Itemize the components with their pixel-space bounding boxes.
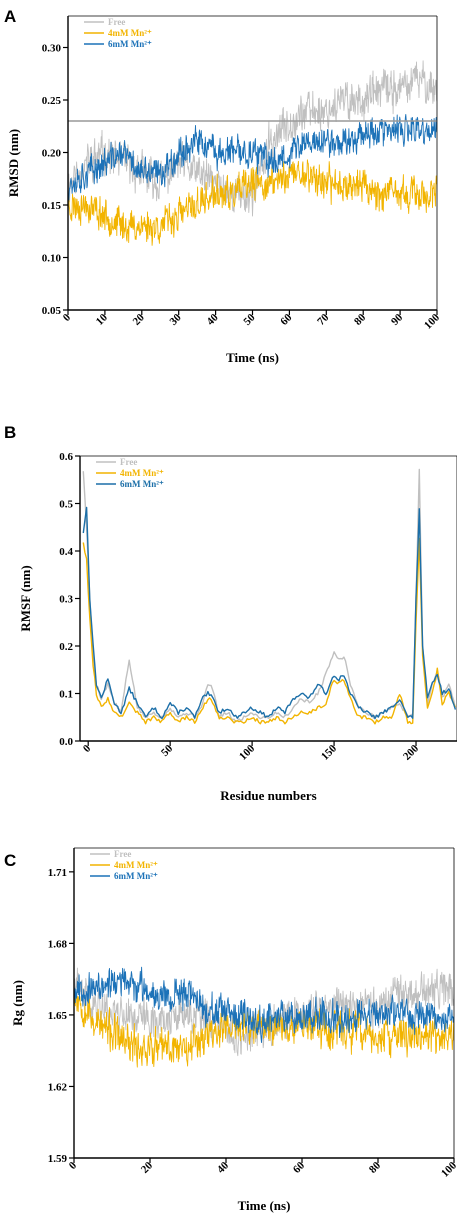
y-tick-label: 0.25 [42, 95, 62, 107]
y-tick-label: 0.4 [59, 546, 73, 558]
x-tick-label: 30 [168, 311, 185, 328]
legend-label: Free [120, 457, 137, 467]
x-tick-label: 0 [61, 311, 74, 324]
y-tick-label: 0.2 [59, 641, 73, 653]
x-tick-label: 80 [367, 1159, 384, 1176]
x-tick-label: 80 [352, 311, 369, 328]
plot-area [74, 966, 454, 1068]
x-tick-label: 0 [67, 1159, 80, 1172]
x-axis-title: Time (ns) [226, 350, 279, 365]
y-tick-label: 0.3 [59, 594, 73, 606]
legend-label: Free [108, 17, 125, 27]
panel-letter: B [4, 423, 16, 442]
series-line-0 [68, 60, 437, 217]
x-tick-label: 150 [319, 742, 340, 763]
y-axis-title: Rg (nm) [10, 980, 25, 1026]
y-tick-label: 0.0 [59, 736, 73, 748]
x-tick-label: 50 [241, 311, 258, 328]
x-tick-label: 40 [215, 1159, 232, 1176]
series-line-1 [74, 991, 454, 1068]
x-tick-label: 20 [139, 1159, 156, 1176]
y-tick-label: 1.65 [48, 1010, 68, 1022]
y-tick-label: 0.15 [42, 200, 62, 212]
legend-label: 6mM Mn²⁺ [114, 871, 158, 881]
plot-area [68, 60, 437, 246]
chart-panel-b: B 0 50 100 150 200 0.0 0.1 0.2 0.3 0.4 0.5 0.6 Residu… [4, 423, 457, 803]
x-tick-label: 60 [291, 1159, 308, 1176]
x-axis-title: Time (ns) [238, 1198, 291, 1213]
legend-label: Free [114, 849, 131, 859]
y-tick-label: 0.5 [59, 499, 73, 511]
y-tick-label: 0.20 [42, 148, 62, 160]
y-axis-title: RMSF (nm) [18, 565, 33, 631]
y-tick-label: 0.10 [42, 253, 62, 265]
x-axis-title: Residue numbers [220, 788, 316, 803]
x-tick-label: 20 [131, 311, 148, 328]
y-tick-label: 1.68 [48, 938, 68, 950]
panel-letter: C [4, 851, 16, 870]
series-line-1 [82, 537, 457, 725]
x-tick-label: 100 [237, 742, 258, 763]
x-tick-label: 90 [389, 311, 406, 328]
x-tick-label: 50 [159, 742, 176, 759]
x-tick-label: 200 [401, 742, 422, 763]
panel-letter: A [4, 7, 16, 26]
plot-area [82, 468, 457, 725]
y-tick-label: 1.71 [48, 867, 67, 879]
x-tick-label: 100 [422, 311, 443, 332]
y-tick-label: 0.30 [42, 43, 62, 55]
series-line-0 [82, 468, 457, 723]
y-tick-label: 0.1 [59, 689, 73, 701]
chart-panel-a: A 0 10 20 30 40 50 60 70 80 90 100 0.05 0.10 0.15 0.20 0… [4, 7, 442, 365]
x-tick-label: 40 [204, 311, 221, 328]
x-tick-label: 70 [315, 311, 332, 328]
series-line-2 [82, 506, 457, 720]
y-tick-label: 1.62 [48, 1081, 68, 1093]
y-tick-label: 0.05 [42, 305, 62, 317]
x-tick-label: 60 [278, 311, 295, 328]
y-tick-label: 0.6 [59, 451, 73, 463]
x-tick-label: 0 [81, 742, 94, 755]
series-line-2 [74, 966, 454, 1044]
y-axis-title: RMSD (nm) [6, 129, 21, 197]
series-line-1 [68, 159, 437, 246]
series-line-2 [68, 114, 437, 201]
legend-label: 6mM Mn²⁺ [108, 39, 152, 49]
y-tick-label: 1.59 [48, 1153, 68, 1165]
legend-label: 6mM Mn²⁺ [120, 479, 164, 489]
legend-label: 4mM Mn²⁺ [114, 860, 158, 870]
x-tick-label: 10 [94, 311, 111, 328]
legend-label: 4mM Mn²⁺ [120, 468, 164, 478]
legend-label: 4mM Mn²⁺ [108, 28, 152, 38]
